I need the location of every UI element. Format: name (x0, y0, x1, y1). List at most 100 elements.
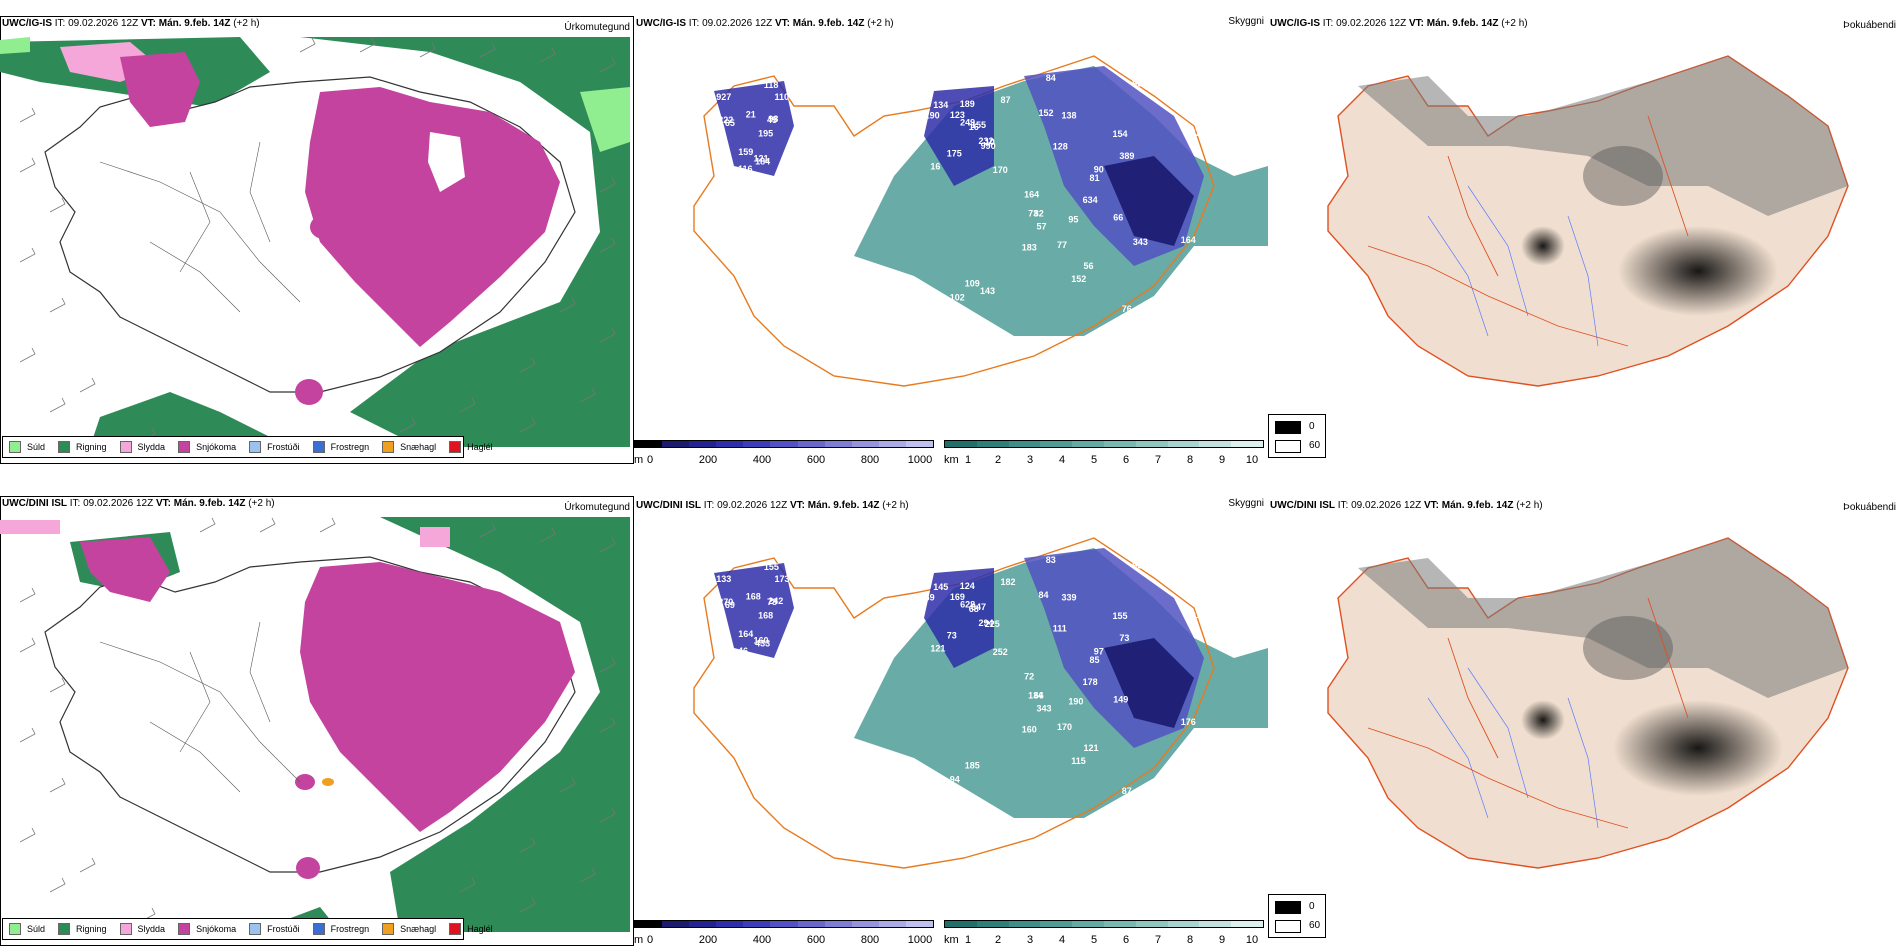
cloud-base-value: 242 (768, 596, 783, 606)
cloud-base-value: 95 (1132, 78, 1142, 88)
cloud-base-value: 73 (1028, 209, 1038, 219)
cloud-base-value: 173 (775, 574, 790, 584)
cloud-base-value: 121 (754, 154, 769, 164)
cloud-base-value: 134 (933, 100, 948, 110)
cloud-base-value: 169 (950, 592, 965, 602)
fog-gray-north (1358, 538, 1848, 698)
rain-field-south (90, 392, 280, 447)
rivers (1427, 185, 1599, 347)
cloud-base-value: 185 (965, 761, 980, 771)
visibility-scale-row2: km 1 2 3 4 5 6 7 8 9 10 (944, 920, 1264, 946)
cloud-base-value: 68 (969, 604, 979, 614)
cloud-base-labels: 195 134 90 102 45 175 95 82 110 16 84 76 65 87 81 95 155… (716, 73, 1201, 317)
cloud-base-value: 128 (1053, 142, 1068, 152)
scale-unit: m (634, 454, 644, 466)
cloud-base-value: 232 (979, 136, 994, 146)
cloud-base-value: 647 (971, 602, 986, 612)
scale-tick: 9 (1218, 934, 1226, 946)
legend-item: Haglél (449, 441, 493, 453)
precip-type-panel-row2: UWC/DINI ISL IT: 09.02.2026 12Z VT: Mán.… (0, 492, 634, 946)
cloud-base-value: 81 (1090, 173, 1100, 183)
scale-tick: 400 (752, 454, 772, 466)
cloud-base-value: 294 (979, 618, 994, 628)
fog-scale-row1: 0 60 (1268, 414, 1326, 458)
cloud-base-value: 176 (1181, 717, 1196, 727)
scale-tick: 10 (1245, 454, 1259, 466)
cloud-base-value: 10 (985, 137, 995, 147)
legend-swatch (58, 923, 71, 935)
roads (1367, 115, 1689, 347)
cloud-base-map-row1: 195 134 90 102 45 175 95 82 110 16 84 76 65 87 81 95 155… (693, 55, 1268, 387)
cloud-base-value: 109 (965, 279, 980, 289)
cloud-base-value: 110 (775, 92, 790, 102)
fog-scale-row2: 0 60 (1268, 894, 1326, 938)
cloud-base-value: 133 (716, 574, 731, 584)
cloud-base-value: 69 (725, 600, 735, 610)
cloud-base-value: 95 (1132, 560, 1142, 570)
cloud-base-value: 225 (985, 619, 1000, 629)
cloud-base-value: 222 (718, 115, 733, 125)
scale-tick: 8 (1186, 454, 1194, 466)
cloud-base-value: 116 (738, 164, 753, 174)
precip-map-row1 (0, 37, 630, 453)
fog-swatch-high (1275, 901, 1301, 914)
scale-tick: 9 (1218, 454, 1226, 466)
cloud-base-value: 164 (738, 629, 753, 639)
legend-item: Frostúði (249, 923, 300, 935)
cloud-base-value: 189 (960, 99, 975, 109)
legend-swatch (9, 923, 21, 935)
scale-tick: 1 (964, 934, 972, 946)
cloud-base-value: 195 (758, 129, 773, 139)
cloud-base-value: 138 (1062, 110, 1077, 120)
snow-field-westfjords (120, 52, 200, 127)
scale-tick: 0 (646, 454, 654, 466)
fog-dark-core (1618, 226, 1778, 316)
fog-dark-spot-2 (1583, 616, 1673, 680)
cloud-base-value: 111 (1053, 624, 1067, 634)
cloud-base-value: 16 (969, 122, 979, 132)
cloud-base-value: 56 (1084, 261, 1094, 271)
legend-swatch (312, 441, 325, 453)
cloud-base-value: 87 (1122, 786, 1132, 796)
cloud-base-value: 76 (1122, 304, 1132, 314)
legend-item: Frostúði (249, 441, 300, 453)
legend-item: Súld (9, 441, 45, 453)
legend-swatch (178, 923, 191, 935)
fog-label-low: 60 (1309, 440, 1321, 451)
fog-label-high: 0 (1309, 421, 1315, 432)
cloud-base-value: 164 (1024, 190, 1039, 200)
map-frame (0, 496, 634, 946)
snow-spot-2 (295, 774, 315, 790)
precip-legend: Súld Rigning Slydda Snjókoma Frostúði Fr… (2, 436, 493, 458)
cloud-base-value: 163 (729, 649, 744, 659)
height-scale-row2: m 0 200 400 600 800 1000 (634, 920, 934, 946)
cloud-base-value: 155 (729, 167, 744, 177)
visibility-scale-row1: km 1 2 3 4 5 6 7 8 9 10 (944, 440, 1264, 466)
legend-item: Rigning (58, 923, 107, 935)
scale-tick: 3 (1026, 454, 1034, 466)
cloud-base-value: 160 (754, 636, 769, 646)
cloud-base-value: 82 (1034, 209, 1044, 219)
precip-legend: Súld Rigning Slydda Snjókoma Frostúði Fr… (2, 918, 493, 940)
fog-panel-row2: UWC/DINI ISL IT: 09.02.2026 12Z VT: Mán.… (1268, 498, 1900, 946)
cloud-base-value: 69 (925, 592, 935, 602)
height-colorbar (634, 440, 934, 448)
cloud-base-map-row2: 168 145 97 94 78 73 95 66 173 68 83 87 69 182 85 190 163… (693, 537, 1268, 869)
cloud-base-value: 628 (960, 600, 975, 610)
cloud-base-value: 152 (1039, 108, 1054, 118)
scale-tick: 600 (806, 934, 826, 946)
legend-swatch (119, 441, 132, 453)
cloud-base-value: 73 (1119, 633, 1129, 643)
variable-name: Úrkomutegund (564, 22, 630, 33)
cloud-base-value: 77 (1057, 240, 1067, 250)
legend-item: Slydda (119, 923, 165, 935)
height-colorbar (634, 920, 934, 928)
fog-gray-north (1358, 56, 1848, 216)
scale-unit: m (634, 934, 644, 946)
drizzle-field (0, 37, 30, 54)
scale-unit: km (944, 934, 959, 946)
legend-item: Frostregn (312, 441, 369, 453)
scale-tick: 1000 (907, 454, 933, 466)
scale-tick: 1000 (907, 934, 933, 946)
scale-tick: 5 (1090, 454, 1098, 466)
